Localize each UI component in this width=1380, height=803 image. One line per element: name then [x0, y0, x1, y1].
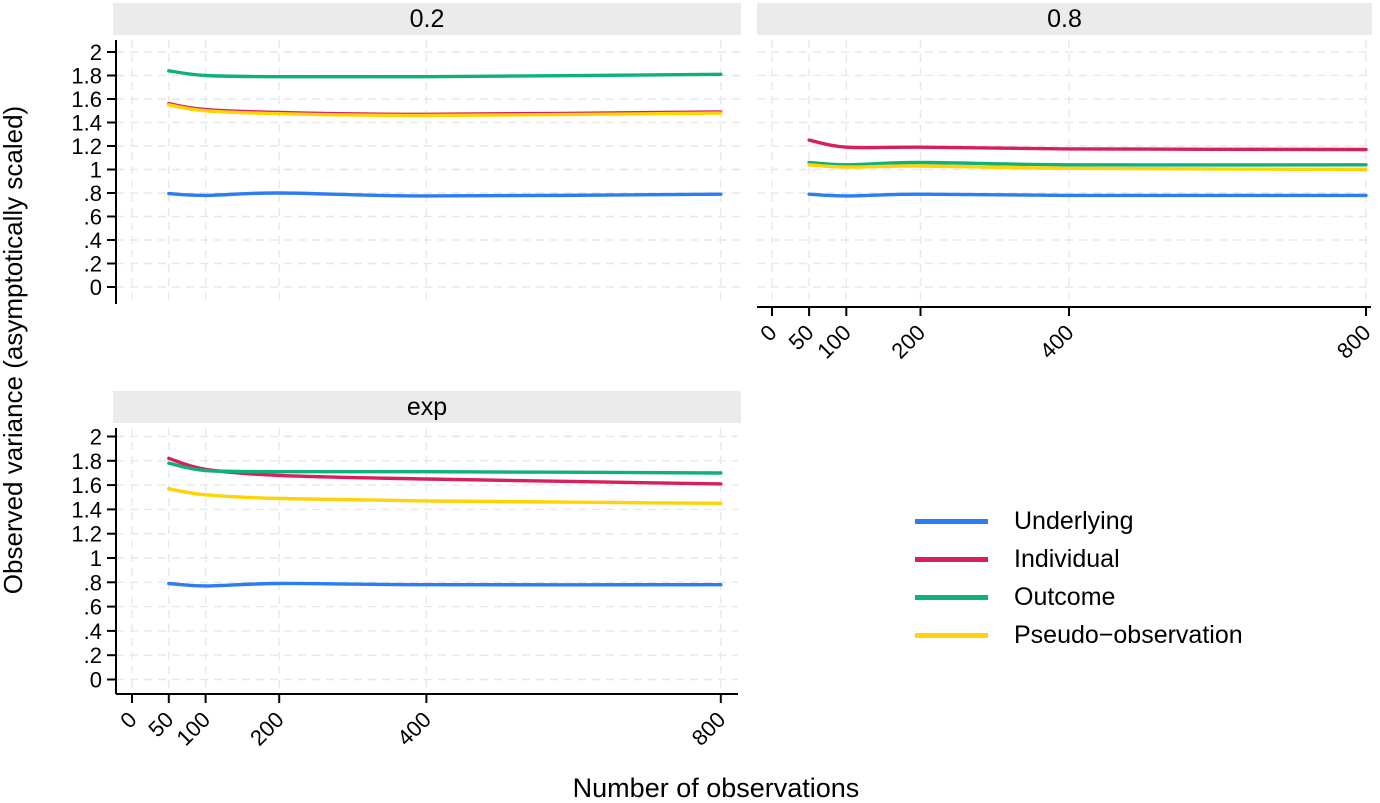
x-tick-label: 800	[1332, 320, 1376, 364]
y-tick-label: 2	[90, 40, 102, 65]
x-tick-label: 200	[886, 320, 930, 364]
legend-label-underlying: Underlying	[1014, 506, 1134, 535]
x-tick-label: 800	[687, 707, 731, 751]
legend-row-underlying: Underlying	[915, 502, 1243, 540]
y-tick-label: .2	[84, 252, 102, 277]
x-tick-label: 50	[784, 320, 819, 355]
series-line-underlying-panel-exp	[167, 581, 723, 588]
legend-swatch-underlying	[915, 518, 988, 524]
x-tick-label: 100	[171, 707, 215, 751]
y-tick-label: .6	[84, 595, 102, 620]
x-tick-label: 0	[755, 320, 781, 346]
legend-row-individual: Individual	[915, 540, 1243, 578]
y-tick-label: 1.6	[71, 87, 102, 112]
y-tick-label: 1.2	[71, 522, 102, 547]
panel-header-0.2: 0.2	[113, 3, 741, 35]
x-tick-label: 400	[392, 707, 436, 751]
panel-header-0.8: 0.8	[757, 3, 1372, 35]
x-axis-title: Number of observations	[573, 773, 860, 803]
series-line-outcome-panel-0.2	[167, 69, 723, 79]
y-tick-label: 2	[90, 425, 102, 450]
y-tick-label: 1.8	[71, 64, 102, 89]
y-tick-label: 1.6	[71, 473, 102, 498]
y-tick-label: .8	[84, 181, 102, 206]
y-tick-label: 1.4	[71, 111, 102, 136]
legend-swatch-outcome	[915, 594, 988, 600]
y-tick-label: 1.8	[71, 449, 102, 474]
series-line-outcome-panel-0.8	[807, 160, 1368, 167]
y-tick-label: 1.4	[71, 497, 102, 522]
y-axis-title: Observed variance (asymptotically scaled…	[0, 106, 28, 594]
series-line-pseudo-observation-panel-exp	[167, 487, 723, 505]
series-line-underlying-panel-0.2	[167, 191, 723, 198]
x-tick-label: 100	[812, 320, 856, 364]
y-tick-label: .6	[84, 205, 102, 230]
y-tick-label: .8	[84, 570, 102, 595]
y-tick-label: .2	[84, 643, 102, 668]
y-tick-label: 0	[90, 668, 102, 693]
panel-header-exp: exp	[113, 391, 741, 423]
legend-swatch-pseudo-observation	[915, 632, 988, 638]
legend-label-pseudo-observation: Pseudo−observation	[1014, 620, 1243, 649]
x-tick-label: 0	[115, 707, 141, 733]
series-line-individual-panel-0.8	[807, 138, 1368, 152]
y-tick-label: .4	[84, 228, 102, 253]
y-tick-label: 1	[90, 546, 102, 571]
legend-label-individual: Individual	[1014, 544, 1120, 573]
legend-swatch-individual	[915, 556, 988, 562]
series-line-pseudo-observation-panel-0.8	[807, 163, 1368, 172]
x-tick-label: 50	[143, 707, 178, 742]
legend-row-outcome: Outcome	[915, 578, 1243, 616]
x-tick-label: 400	[1035, 320, 1079, 364]
legend-row-pseudo-observation: Pseudo−observation	[915, 616, 1243, 654]
y-tick-label: 1.2	[71, 134, 102, 159]
legend-label-outcome: Outcome	[1014, 582, 1116, 611]
y-tick-label: .4	[84, 619, 102, 644]
series-line-outcome-panel-exp	[167, 461, 723, 475]
series-line-pseudo-observation-panel-0.2	[167, 103, 723, 118]
x-tick-label: 200	[245, 707, 289, 751]
y-tick-label: 1	[90, 158, 102, 183]
legend: Underlying Individual Outcome Pseudo−observ…	[915, 502, 1243, 654]
series-line-underlying-panel-0.8	[807, 192, 1368, 198]
y-tick-label: 0	[90, 275, 102, 300]
